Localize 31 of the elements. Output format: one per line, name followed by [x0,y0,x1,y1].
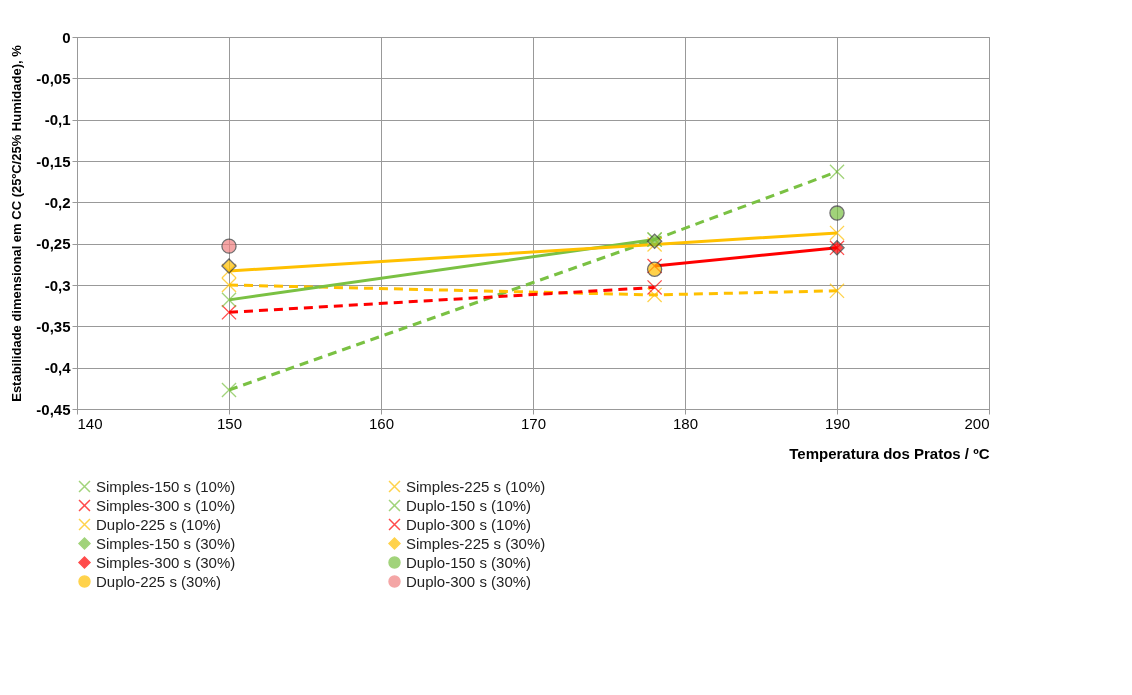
legend-label: Duplo-150 s (30%) [406,553,532,571]
legend-label: Simples-300 s (10%) [96,496,236,514]
x-tick-label: 150 [216,414,243,432]
legend-label: Simples-300 s (30%) [96,553,236,571]
x-axis-title: Temperatura dos Pratos / ºC [789,444,990,462]
y-tick-label: -0,15 [36,152,71,170]
legend-label: Duplo-225 s (10%) [96,515,222,533]
x-tick-label: 140 [77,414,103,432]
y-tick-label: -0,1 [44,111,71,129]
legend-label: Duplo-300 s (30%) [406,572,532,590]
x-tick-label: 170 [520,414,547,432]
legend-label: Simples-150 s (10%) [96,477,236,495]
x-tick-label: 160 [368,414,395,432]
legend-label: Duplo-300 s (10%) [406,515,532,533]
x-tick-label: 180 [672,414,699,432]
y-tick-label: -0,25 [36,235,71,253]
y-tick-label: -0,2 [44,193,71,211]
legend-label: Simples-150 s (30%) [96,534,236,552]
y-axis-title: Estabilidade dimensional em CC (25ºC/25% Humidade), % [9,44,25,402]
x-tick-label: 200 [964,414,990,432]
y-tick-label: 0 [62,28,71,46]
legend-label: Duplo-225 s (30%) [96,572,222,590]
legend-label: Duplo-150 s (10%) [406,496,532,514]
x-tick-label: 190 [824,414,851,432]
legend-label: Simples-225 s (10%) [406,477,546,495]
y-tick-label: -0,05 [36,69,71,87]
y-tick-label: -0,4 [44,359,72,377]
y-tick-label: -0,45 [36,400,71,418]
y-tick-label: -0,35 [36,317,71,335]
y-tick-label: -0,3 [44,276,71,294]
legend-label: Simples-225 s (30%) [406,534,546,552]
